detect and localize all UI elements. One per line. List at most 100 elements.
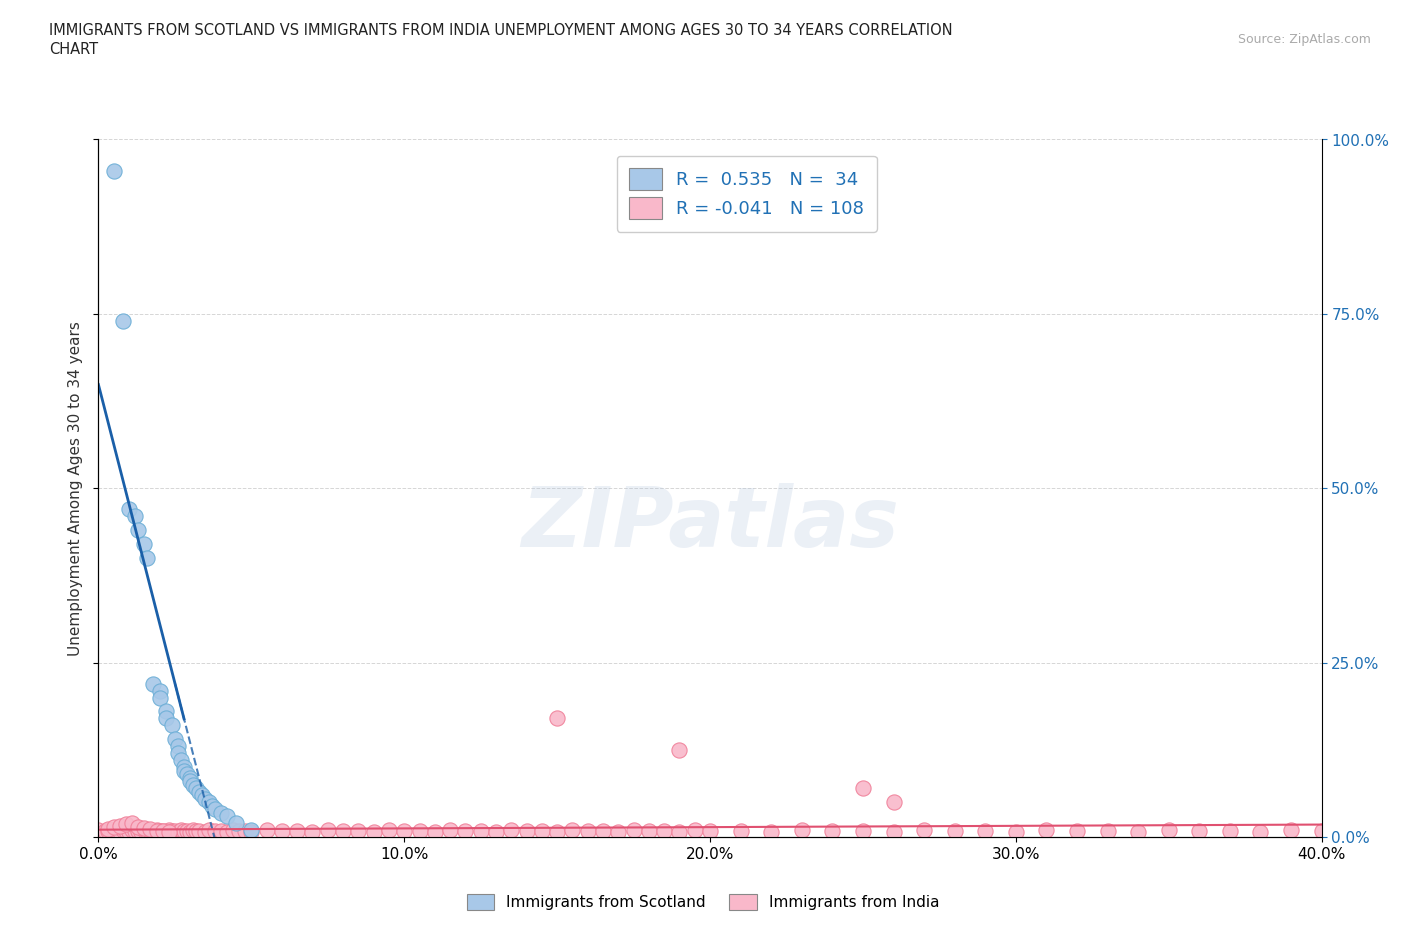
Point — [1157, 823, 1180, 838]
Point — [124, 824, 146, 839]
Point — [852, 823, 875, 838]
Point — [149, 824, 172, 839]
Point — [1128, 825, 1150, 840]
Point — [485, 825, 508, 840]
Point — [222, 823, 245, 838]
Point — [204, 824, 226, 839]
Legend: R =  0.535   N =  34, R = -0.041   N = 108: R = 0.535 N = 34, R = -0.041 N = 108 — [617, 155, 877, 232]
Point — [546, 711, 568, 725]
Point — [127, 819, 149, 834]
Point — [759, 825, 782, 840]
Point — [316, 823, 339, 838]
Point — [256, 823, 278, 838]
Point — [87, 823, 110, 838]
Point — [883, 825, 905, 840]
Point — [149, 690, 172, 705]
Point — [152, 823, 174, 838]
Point — [103, 820, 125, 835]
Point — [181, 823, 204, 838]
Point — [173, 760, 195, 775]
Point — [699, 824, 721, 839]
Point — [179, 774, 201, 789]
Point — [118, 825, 141, 840]
Point — [240, 825, 263, 840]
Point — [170, 753, 193, 768]
Point — [127, 523, 149, 538]
Point — [240, 823, 263, 838]
Point — [912, 823, 935, 838]
Point — [974, 823, 997, 838]
Point — [347, 823, 370, 838]
Point — [134, 823, 156, 838]
Point — [204, 802, 226, 817]
Point — [157, 825, 180, 840]
Point — [115, 824, 138, 839]
Point — [423, 825, 446, 840]
Point — [668, 825, 690, 840]
Point — [121, 816, 143, 830]
Point — [623, 823, 645, 838]
Point — [173, 764, 195, 778]
Point — [170, 823, 193, 838]
Point — [118, 502, 141, 517]
Point — [209, 823, 232, 838]
Point — [167, 825, 190, 840]
Point — [134, 537, 156, 551]
Point — [176, 766, 198, 781]
Point — [1279, 823, 1302, 838]
Point — [200, 798, 222, 813]
Point — [136, 551, 159, 565]
Point — [194, 825, 217, 840]
Point — [439, 823, 461, 838]
Point — [225, 816, 247, 830]
Point — [181, 777, 204, 792]
Point — [1310, 824, 1333, 839]
Point — [160, 718, 183, 733]
Point — [179, 825, 201, 840]
Point — [115, 817, 138, 832]
Point — [179, 770, 201, 785]
Point — [103, 824, 125, 839]
Point — [332, 824, 354, 839]
Point — [142, 676, 165, 691]
Point — [576, 824, 599, 839]
Point — [163, 732, 186, 747]
Point — [197, 823, 219, 838]
Legend: Immigrants from Scotland, Immigrants from India: Immigrants from Scotland, Immigrants fro… — [460, 886, 946, 918]
Point — [285, 823, 308, 838]
Point — [516, 824, 538, 839]
Point — [530, 823, 553, 838]
Point — [186, 781, 208, 796]
Point — [155, 711, 177, 725]
Point — [1066, 824, 1088, 839]
Point — [108, 825, 131, 840]
Point — [790, 823, 813, 838]
Point — [127, 823, 149, 838]
Point — [103, 164, 125, 179]
Point — [470, 823, 492, 838]
Point — [145, 823, 167, 838]
Point — [683, 823, 706, 838]
Point — [378, 823, 401, 838]
Point — [1188, 824, 1211, 839]
Point — [270, 824, 292, 839]
Point — [139, 823, 162, 838]
Point — [152, 824, 174, 839]
Point — [215, 809, 238, 824]
Point — [233, 823, 256, 838]
Text: CHART: CHART — [49, 42, 98, 57]
Point — [501, 823, 523, 838]
Point — [607, 825, 630, 840]
Point — [97, 823, 120, 838]
Point — [124, 509, 146, 524]
Text: ZIPatlas: ZIPatlas — [522, 483, 898, 564]
Text: IMMIGRANTS FROM SCOTLAND VS IMMIGRANTS FROM INDIA UNEMPLOYMENT AMONG AGES 30 TO : IMMIGRANTS FROM SCOTLAND VS IMMIGRANTS F… — [49, 23, 953, 38]
Point — [142, 825, 165, 840]
Point — [155, 825, 177, 840]
Point — [1004, 825, 1026, 840]
Point — [176, 823, 198, 838]
Point — [191, 788, 214, 803]
Point — [188, 784, 211, 799]
Point — [228, 824, 250, 839]
Point — [129, 825, 152, 840]
